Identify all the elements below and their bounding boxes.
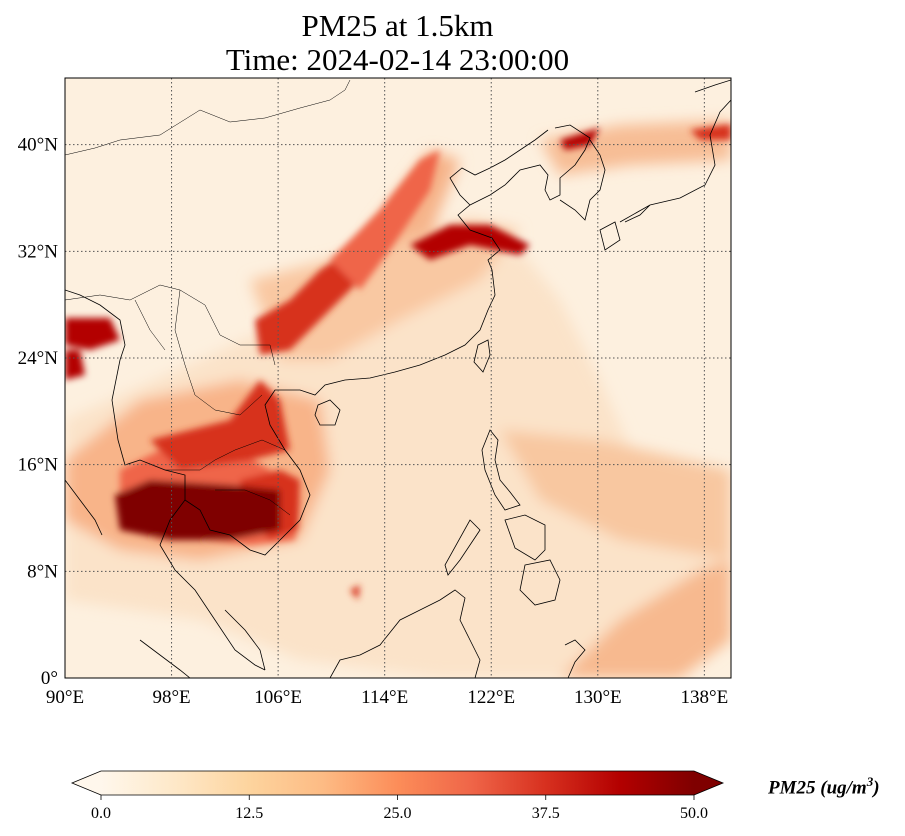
lat-tick-label: 40°N	[18, 135, 59, 156]
plume-southeast	[560, 560, 731, 678]
field-dense-plumes	[65, 124, 731, 600]
lon-tick-label: 138°E	[681, 687, 729, 708]
coast-japan-honshu	[619, 99, 731, 223]
pm25-field	[65, 78, 731, 678]
coast-taiwan	[473, 339, 491, 373]
colorbar-ticks: 0.0 12.5 25.0 37.5 50.0	[91, 795, 708, 822]
colorbar: 0.0 12.5 25.0 37.5 50.0	[70, 770, 725, 822]
coast-korea	[559, 139, 606, 221]
lon-tick-label: 98°E	[152, 687, 190, 708]
borders	[65, 79, 351, 516]
coast-bohai	[449, 129, 549, 206]
coast-sulawesi	[564, 639, 586, 678]
coast-japan-kyushu	[599, 221, 621, 251]
coast-borneo	[329, 589, 481, 678]
map-time-subtitle: Time: 2024-02-14 23:00:00	[225, 42, 570, 77]
coast-visayas	[504, 514, 546, 561]
colorbar-tick-label: 0.0	[91, 805, 111, 822]
plume-bangladesh	[65, 318, 120, 350]
coast-luzon	[481, 429, 521, 511]
colorbar-tick-label: 37.5	[532, 805, 560, 822]
lat-tick-label: 0°	[41, 668, 58, 689]
plume-south-china-sea	[350, 585, 360, 600]
plume-japan-sea	[690, 124, 731, 140]
lat-tick-label: 8°N	[27, 561, 58, 582]
map-frame	[64, 77, 732, 679]
plume-south-haze	[65, 250, 731, 678]
colorbar-tick-label: 25.0	[384, 805, 412, 822]
colorbar-tick-label: 50.0	[680, 805, 708, 822]
coast-hokkaido	[694, 79, 731, 93]
map-title: PM25 at 1.5km	[301, 8, 494, 43]
plume-sichuan	[255, 250, 360, 355]
lon-tick-label: 122°E	[467, 687, 515, 708]
coast-mindanao	[519, 559, 561, 606]
colorbar-extend-max	[694, 771, 723, 795]
lon-tick-label: 130°E	[574, 687, 622, 708]
lat-tick-label: 32°N	[18, 241, 59, 262]
lat-tick-label: 16°N	[18, 455, 59, 476]
axis-tick-labels: 90°E 98°E 106°E 114°E 122°E 130°E 138°E 0° 8°N 16…	[18, 135, 729, 708]
coastlines	[65, 79, 731, 678]
colorbar-label: PM25 (ug/m3)	[768, 774, 880, 799]
plume-philippine-sea	[500, 430, 731, 560]
colorbar-extend-min	[72, 771, 101, 795]
plume-yangtze	[410, 225, 530, 260]
lat-tick-label: 24°N	[18, 348, 59, 369]
coast-sri-lanka-bay	[65, 479, 103, 536]
lon-tick-label: 106°E	[254, 687, 302, 708]
plume-laos	[150, 380, 290, 470]
coast-sumatra	[139, 639, 191, 678]
coast-hainan	[314, 399, 341, 426]
coast-palawan	[444, 519, 481, 576]
lon-tick-label: 90°E	[46, 687, 84, 708]
coast-malay	[224, 609, 266, 671]
colorbar-tick-label: 12.5	[235, 805, 263, 822]
lon-tick-label: 114°E	[361, 687, 408, 708]
plume-thailand-core	[115, 480, 280, 540]
colorbar-gradient	[101, 771, 694, 795]
plume-north-china-core	[330, 150, 440, 290]
